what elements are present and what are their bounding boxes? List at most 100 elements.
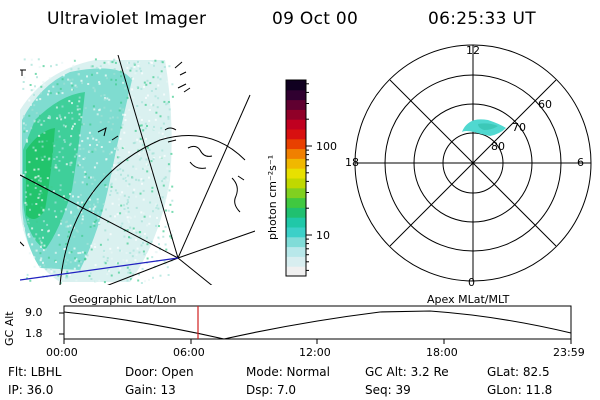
speckle: [23, 222, 26, 225]
speckle: [24, 201, 27, 204]
speckle: [73, 59, 76, 62]
speckle: [123, 131, 126, 134]
speckle: [73, 122, 76, 125]
orbit-altitude-timeline: [59, 305, 572, 344]
colorbar-cell: [286, 158, 306, 169]
speckle: [90, 135, 93, 138]
speckle: [66, 276, 69, 279]
speckle: [26, 140, 28, 143]
speckle: [140, 70, 142, 73]
speckle: [38, 140, 41, 143]
speckle: [148, 263, 151, 266]
colorbar-cell: [286, 99, 306, 110]
speckle: [106, 77, 108, 80]
speckle: [40, 61, 43, 64]
speckle: [38, 119, 41, 122]
speckle: [23, 76, 26, 79]
speckle: [34, 149, 37, 152]
speckle: [140, 157, 143, 160]
colorbar-cell: [286, 148, 306, 159]
speckle: [146, 94, 149, 97]
speckle: [126, 61, 129, 64]
mlt-label-18: 18: [345, 156, 359, 169]
speckle: [69, 164, 72, 167]
speckle: [106, 259, 109, 262]
speckle: [47, 208, 50, 211]
speckle: [142, 150, 145, 153]
speckle: [42, 249, 45, 252]
speckle: [37, 175, 40, 178]
speckle: [75, 86, 78, 88]
speckle: [65, 225, 68, 228]
time-label: 06:25:33 UT: [428, 9, 536, 29]
speckle: [126, 216, 129, 219]
speckle: [109, 117, 112, 120]
speckle: [143, 85, 145, 88]
speckle: [100, 94, 103, 97]
speckle: [59, 188, 62, 191]
speckle: [124, 113, 127, 116]
speckle: [167, 209, 170, 212]
speckle: [49, 58, 52, 61]
speckle: [82, 203, 85, 206]
speckle: [33, 256, 36, 259]
speckle: [65, 243, 68, 245]
speckle: [108, 62, 111, 65]
speckle: [68, 144, 71, 147]
speckle: [106, 97, 109, 100]
speckle: [136, 86, 139, 89]
speckle: [93, 88, 96, 91]
speckle: [92, 207, 95, 210]
speckle: [110, 274, 113, 277]
speckle: [63, 248, 66, 251]
speckle: [139, 231, 142, 234]
speckle: [74, 84, 77, 87]
speckle: [57, 102, 60, 105]
speckle: [133, 66, 136, 69]
speckle: [137, 60, 139, 63]
speckle: [151, 62, 153, 64]
speckle: [64, 221, 67, 224]
speckle: [84, 173, 87, 176]
speckle: [38, 134, 41, 137]
speckle: [76, 108, 79, 111]
speckle: [50, 267, 52, 270]
speckle: [131, 176, 134, 179]
speckle: [126, 184, 129, 187]
speckle: [52, 153, 54, 156]
speckle: [164, 243, 167, 246]
speckle: [35, 220, 38, 223]
speckle: [77, 73, 80, 76]
speckle: [47, 93, 49, 96]
speckle: [81, 181, 84, 184]
speckle: [92, 105, 95, 108]
speckle: [74, 257, 77, 260]
speckle: [148, 278, 150, 281]
speckle: [29, 84, 32, 86]
speckle: [97, 211, 99, 214]
speckle: [94, 246, 97, 248]
speckle: [89, 123, 92, 126]
speckle: [50, 67, 52, 70]
speckle: [87, 272, 90, 275]
speckle: [61, 147, 64, 150]
speckle: [159, 75, 162, 78]
speckle: [123, 208, 126, 210]
speckle: [45, 268, 48, 271]
speckle: [137, 179, 140, 182]
speckle: [129, 271, 132, 274]
colorbar-cell: [286, 129, 306, 140]
speckle: [139, 124, 142, 127]
speckle: [34, 268, 37, 271]
speckle: [53, 158, 56, 160]
speckle: [163, 66, 166, 68]
speckle: [39, 98, 42, 101]
speckle: [23, 127, 26, 130]
speckle: [140, 244, 143, 247]
speckle: [98, 279, 101, 282]
speckle: [83, 156, 86, 159]
speckle: [58, 169, 61, 172]
geographic-image-panel: [20, 55, 255, 285]
speckle: [134, 72, 137, 75]
speckle: [107, 238, 109, 241]
